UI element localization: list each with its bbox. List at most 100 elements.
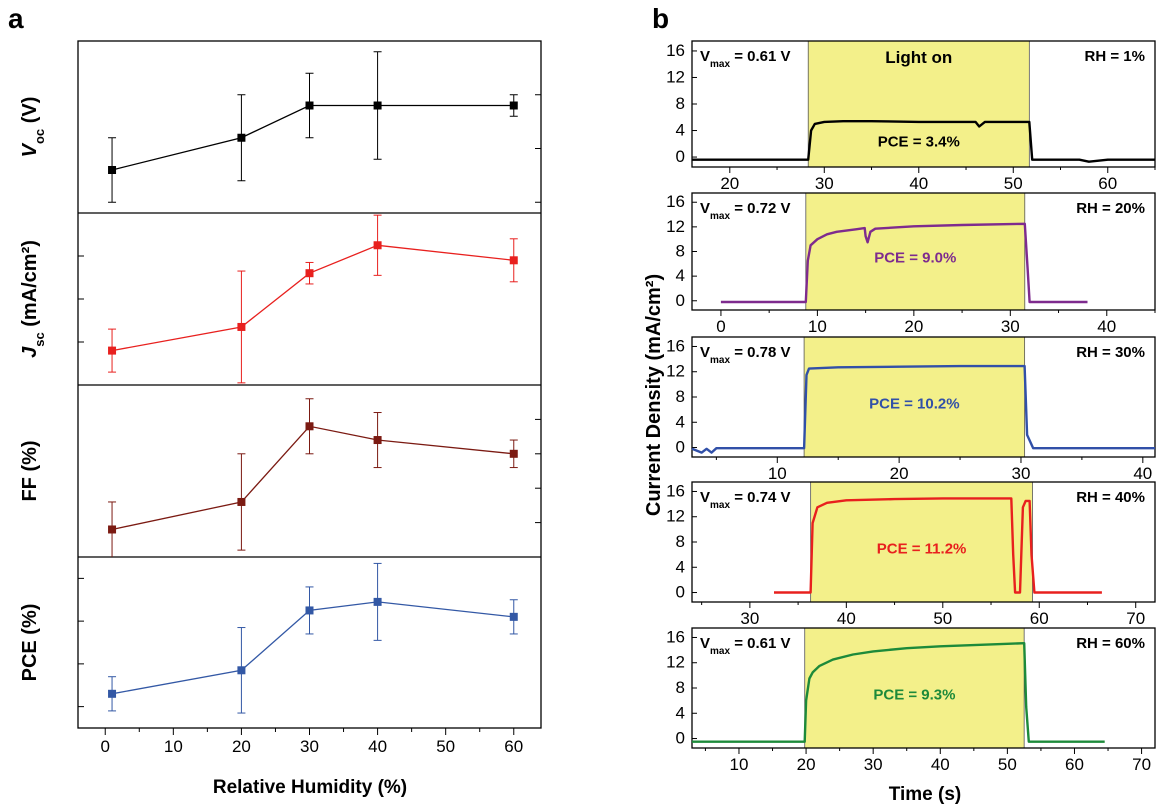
vmax-annotation-rh60: Vmax = 0.61 V <box>700 635 791 657</box>
series-line-ff <box>111 425 514 531</box>
x-tick-label: 30 <box>815 174 834 193</box>
x-tick-label: 20 <box>890 464 909 483</box>
y-tick-label: 8 <box>676 532 685 551</box>
y-tick-label: 16 <box>666 41 685 60</box>
y-tick-label: 4 <box>676 266 685 285</box>
vmax-sub: max <box>710 500 730 511</box>
light-on-band <box>808 41 1030 167</box>
y-tick-label: 0 <box>676 583 685 602</box>
x-tick-label: 50 <box>998 755 1017 774</box>
y-label-main: J <box>19 346 41 358</box>
data-point-ff <box>108 525 117 534</box>
subplot-pce: PCE (%) <box>19 562 518 714</box>
trace-panel-rh40: 0 4 8 12 16 30 40 50 60 70 Vmax = 0.74 V RH = 40% PC… <box>666 481 1156 628</box>
vmax-v: V <box>700 635 710 652</box>
y-axis-label-jsc: Jsc (mA/cm²) <box>19 240 47 358</box>
data-point-jsc <box>305 269 314 278</box>
vmax-sub: max <box>710 211 730 222</box>
x-tick-label: 20 <box>232 737 251 756</box>
vmax-value: = 0.74 V <box>730 489 790 506</box>
series-line-pce <box>111 601 514 695</box>
vmax-value: = 0.72 V <box>730 200 790 217</box>
data-point-pce <box>509 612 518 621</box>
data-point-ff <box>237 497 246 506</box>
vmax-annotation-rh40: Vmax = 0.74 V <box>700 489 791 511</box>
y-tick-label: 8 <box>676 94 685 113</box>
pce-annotation-rh1: PCE = 3.4% <box>878 133 960 150</box>
x-tick-label: 20 <box>904 317 923 336</box>
current-trace-rh30 <box>691 364 1155 454</box>
y-tick-label: 16 <box>666 481 685 500</box>
y-axis-label: Current Density (mA/cm²) <box>643 274 665 516</box>
vmax-annotation-rh20: Vmax = 0.72 V <box>700 200 791 222</box>
current-trace-rh1 <box>692 120 1155 163</box>
rh-annotation-rh60: RH = 60% <box>1076 635 1145 652</box>
series-line-jsc <box>111 244 514 352</box>
rh-annotation-rh20: RH = 20% <box>1076 200 1145 217</box>
vmax-value: = 0.61 V <box>730 48 790 65</box>
light-on-band <box>804 337 1025 457</box>
current-trace-rh60 <box>692 642 1105 743</box>
x-tick-label: 40 <box>909 174 928 193</box>
x-tick-label: 30 <box>1012 464 1031 483</box>
x-tick-label: 40 <box>837 609 856 628</box>
x-tick-label: 30 <box>740 609 759 628</box>
subplot-ff: FF (%) <box>19 384 541 558</box>
y-label-main: V <box>19 142 41 157</box>
pce-annotation-rh60: PCE = 9.3% <box>873 686 955 703</box>
trace-panel-rh20: 0 4 8 12 16 0 10 20 30 40 Vmax = 0.72 V RH = 20% PCE… <box>666 192 1156 336</box>
vmax-v: V <box>700 489 710 506</box>
x-tick-label: 60 <box>1098 174 1117 193</box>
x-tick-label: 0 <box>716 317 725 336</box>
panel-b-letter: b <box>652 3 669 34</box>
vmax-value: = 0.61 V <box>730 635 790 652</box>
vmax-v: V <box>700 48 710 65</box>
data-point-jsc <box>237 322 246 331</box>
y-tick-label: 4 <box>676 121 685 140</box>
x-tick-label: 20 <box>720 174 739 193</box>
trace-panel-rh60: 0 4 8 12 16 10 20 30 40 50 60 70 Vmax = 0.61 V RH = 6… <box>666 627 1156 774</box>
x-tick-label: 30 <box>1001 317 1020 336</box>
y-tick-label: 12 <box>666 653 685 672</box>
y-label-rest: (V) <box>19 97 41 129</box>
data-point-voc <box>509 101 518 110</box>
light-on-band <box>810 482 1033 602</box>
rh-annotation-rh40: RH = 40% <box>1076 489 1145 506</box>
data-point-voc <box>108 166 117 174</box>
y-tick-label: 0 <box>676 729 685 748</box>
x-tick-label: 30 <box>864 755 883 774</box>
pce-annotation-rh30: PCE = 10.2% <box>869 395 959 412</box>
x-tick-label: 40 <box>368 737 387 756</box>
y-label-sub: oc <box>32 129 47 144</box>
y-axis-label-pce: PCE (%) <box>19 604 41 682</box>
y-axis-label-ff: FF (%) <box>19 440 41 501</box>
x-axis-label: Relative Humidity (%) <box>213 777 407 798</box>
panel-a-humidity-parameters: Voc (V) Jsc (mA/cm²) FF (%) PCE (%) 0 10 20 30 4… <box>19 40 542 798</box>
y-label-main: FF (%) <box>19 440 41 501</box>
y-tick-label: 4 <box>676 412 685 431</box>
y-tick-label: 8 <box>676 678 685 697</box>
data-point-jsc <box>509 256 518 265</box>
current-trace-rh40 <box>774 497 1102 594</box>
x-tick-label: 10 <box>768 464 787 483</box>
vmax-sub: max <box>710 355 730 366</box>
y-tick-label: 4 <box>676 703 685 722</box>
y-tick-label: 12 <box>666 217 685 236</box>
vmax-sub: max <box>710 59 730 70</box>
x-tick-label: 40 <box>1097 317 1116 336</box>
y-tick-label: 16 <box>666 627 685 646</box>
pce-annotation-rh40: PCE = 11.2% <box>877 540 967 557</box>
data-point-pce <box>305 606 314 615</box>
y-label-rest: (mA/cm²) <box>19 240 41 332</box>
x-tick-label: 60 <box>504 737 523 756</box>
x-tick-label: 50 <box>436 737 455 756</box>
vmax-v: V <box>700 344 710 361</box>
x-axis-label: Time (s) <box>889 784 962 805</box>
rh-annotation-rh1: RH = 1% <box>1085 48 1145 65</box>
vmax-annotation-rh30: Vmax = 0.78 V <box>700 344 791 366</box>
y-tick-label: 12 <box>666 362 685 381</box>
x-tick-label: 40 <box>1133 464 1152 483</box>
x-tick-label: 30 <box>300 737 319 756</box>
trace-panel-rh30: 0 4 8 12 16 10 20 30 40 Vmax = 0.78 V RH = 30% PCE … <box>666 336 1156 483</box>
